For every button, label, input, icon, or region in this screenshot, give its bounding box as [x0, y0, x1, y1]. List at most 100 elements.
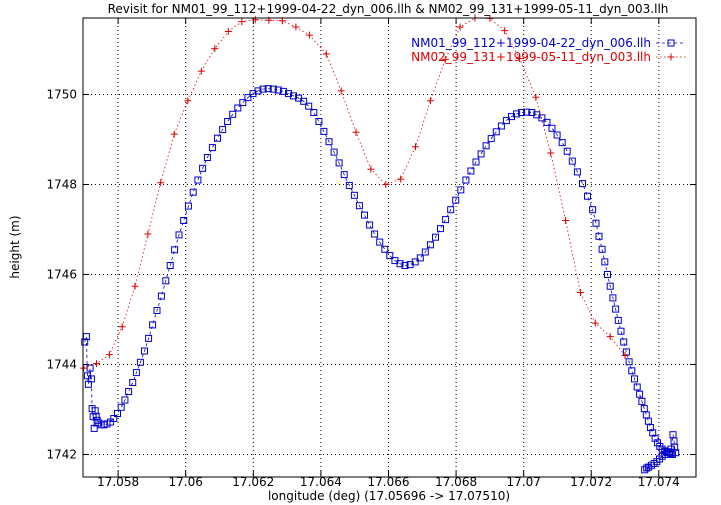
data-point — [467, 167, 475, 175]
data-point — [606, 282, 614, 290]
data-point — [432, 233, 439, 241]
data-point — [543, 118, 551, 126]
data-point — [477, 150, 485, 158]
data-point — [401, 262, 409, 269]
data-point — [330, 148, 338, 156]
data-point — [591, 319, 599, 327]
data-point — [300, 97, 308, 105]
data-point — [456, 23, 464, 31]
data-point — [651, 434, 659, 442]
data-point — [371, 230, 379, 238]
data-point — [166, 262, 174, 269]
data-point — [145, 334, 153, 342]
data-point — [636, 390, 644, 398]
data-point — [352, 128, 360, 136]
data-point — [189, 188, 197, 196]
chart-title: Revisit for NM01_99_112+1999-04-22_dyn_0… — [108, 2, 669, 16]
plot-frame — [82, 17, 697, 478]
data-point — [199, 164, 207, 172]
data-point — [411, 258, 419, 266]
data-point — [175, 231, 183, 239]
data-point — [320, 127, 328, 135]
data-point — [81, 338, 89, 346]
data-point — [259, 85, 267, 93]
data-point — [548, 124, 556, 132]
x-tick-label: 17.074 — [638, 475, 680, 489]
data-point — [437, 225, 444, 233]
data-point — [149, 321, 157, 329]
data-point — [125, 388, 133, 395]
x-tick-label: 17.07 — [507, 475, 541, 489]
data-point — [90, 424, 98, 432]
data-point — [305, 31, 313, 39]
legend-label: NM02_99_131+1999-05-11_dyn_003.llh — [411, 50, 651, 64]
data-point — [641, 466, 649, 474]
data-point — [416, 254, 424, 262]
data-point — [532, 93, 540, 101]
data-point — [669, 431, 677, 439]
data-point — [315, 118, 323, 125]
data-point — [518, 109, 526, 116]
data-point — [305, 102, 313, 110]
data-point — [625, 358, 633, 366]
data-point — [646, 424, 654, 431]
x-tick-label: 17.06 — [169, 475, 203, 489]
data-point — [592, 219, 600, 227]
data-point — [219, 126, 227, 134]
data-point — [501, 27, 509, 35]
data-point — [118, 323, 126, 331]
data-point — [523, 108, 531, 116]
data-point — [251, 16, 259, 24]
data-point — [203, 154, 211, 161]
data-point — [114, 410, 121, 417]
data-point — [538, 114, 546, 122]
data-point — [621, 352, 629, 359]
data-point — [604, 271, 611, 278]
data-point — [376, 238, 384, 246]
data-point — [129, 379, 137, 386]
data-point — [482, 142, 490, 150]
data-point — [579, 180, 586, 188]
data-point — [95, 419, 103, 427]
data-point — [208, 144, 216, 152]
data-point — [170, 130, 178, 138]
data-point — [322, 50, 330, 58]
x-tick-label: 17.066 — [368, 475, 410, 489]
data-point — [239, 99, 247, 107]
data-point — [264, 85, 272, 93]
data-point — [121, 396, 129, 404]
data-point — [598, 245, 606, 253]
data-point — [492, 128, 500, 136]
data-point — [462, 176, 470, 184]
y-axis-label: height (m) — [8, 215, 22, 278]
data-point — [441, 55, 449, 63]
data-point — [421, 248, 429, 256]
data-point — [457, 186, 465, 194]
data-point — [184, 97, 192, 105]
data-point — [573, 168, 581, 176]
data-point — [643, 464, 651, 472]
data-point — [649, 429, 657, 437]
data-point — [335, 159, 343, 167]
data-point — [310, 109, 318, 116]
data-point — [274, 86, 282, 94]
y-tick-label: 1748 — [46, 178, 77, 192]
data-point — [633, 383, 641, 391]
x-tick-label: 17.058 — [97, 475, 139, 489]
data-point — [131, 282, 139, 290]
data-point — [381, 245, 389, 253]
y-tick-label: 1750 — [46, 88, 77, 102]
data-point — [157, 179, 165, 187]
series-line — [84, 88, 677, 471]
data-point — [350, 191, 358, 199]
data-point — [382, 181, 390, 188]
data-point — [132, 369, 140, 377]
data-point — [93, 360, 100, 368]
legend: NM01_99_112+1999-04-22_dyn_006.llhNM02_9… — [411, 36, 686, 64]
plot-series — [80, 14, 680, 474]
data-point — [144, 230, 152, 238]
data-point — [396, 260, 404, 268]
data-point — [631, 375, 638, 383]
data-point — [110, 415, 118, 422]
